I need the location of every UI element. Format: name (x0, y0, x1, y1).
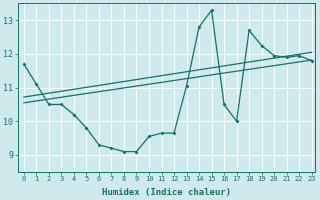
X-axis label: Humidex (Indice chaleur): Humidex (Indice chaleur) (102, 188, 231, 197)
